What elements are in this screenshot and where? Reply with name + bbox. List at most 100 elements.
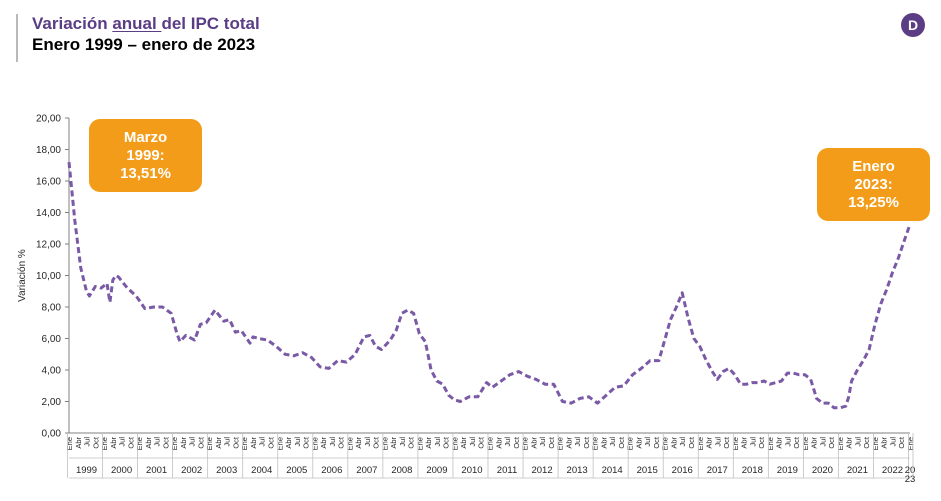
- x-month-tick-label: Ene: [205, 437, 214, 450]
- x-month-tick-label: Oct: [196, 436, 205, 449]
- x-month-tick-label: Abr: [529, 436, 538, 448]
- x-year-label: 2010: [461, 465, 482, 476]
- x-month-tick-label: Abr: [249, 436, 258, 448]
- x-year-label: 2021: [847, 465, 868, 476]
- x-month-tick-label: Abr: [564, 436, 573, 448]
- x-month-tick-label: Ene: [556, 437, 565, 450]
- x-month-tick-label: Jul: [328, 437, 337, 447]
- x-month-tick-label: Oct: [477, 436, 486, 449]
- x-month-tick-label: Abr: [144, 436, 153, 448]
- x-year-label: 2011: [497, 465, 517, 476]
- annotation-enero-2023: Enero 2023: 13,25%: [817, 148, 930, 221]
- x-month-tick-label: Abr: [845, 436, 854, 448]
- chart-title-underlined: anual: [112, 14, 162, 33]
- x-month-tick-label: Ene: [661, 437, 670, 450]
- y-tick-label: 0,00: [42, 429, 62, 440]
- x-month-tick-label: Oct: [512, 436, 521, 449]
- x-month-tick-label: Abr: [179, 436, 188, 448]
- x-month-tick-label: Jul: [608, 437, 617, 447]
- x-month-tick-label: Jul: [503, 437, 512, 447]
- x-month-tick-label: Ene: [310, 437, 319, 450]
- x-month-tick-label: Jul: [783, 437, 792, 447]
- x-month-tick-label: Ene: [836, 437, 845, 450]
- x-month-tick-label: Ene: [345, 437, 354, 450]
- y-tick-label: 14,00: [36, 208, 61, 219]
- x-month-tick-label: Oct: [617, 436, 626, 449]
- x-month-tick-label: Oct: [547, 436, 556, 449]
- x-month-tick-label: Abr: [634, 436, 643, 448]
- x-month-tick-label: Jul: [258, 437, 267, 447]
- x-month-tick-label: Abr: [389, 436, 398, 448]
- x-year-label: 2016: [672, 465, 693, 476]
- annotation-marzo-1999: Marzo 1999: 13,51%: [89, 119, 202, 192]
- x-month-tick-label: Ene: [486, 437, 495, 450]
- x-year-label: 2015: [637, 465, 658, 476]
- y-tick-label: 4,00: [42, 366, 62, 377]
- x-year-label: 2012: [531, 465, 552, 476]
- x-year-label: 2017: [707, 465, 728, 476]
- x-month-tick-label: Abr: [354, 436, 363, 448]
- series-line-ipc: [67, 161, 912, 410]
- x-month-tick-label: Abr: [109, 436, 118, 448]
- x-month-tick-label: Ene: [170, 437, 179, 450]
- x-month-tick-label: Oct: [407, 436, 416, 449]
- x-month-tick-label: Abr: [740, 436, 749, 448]
- y-tick-label: 2,00: [42, 397, 62, 408]
- x-month-tick-label: Jul: [118, 437, 127, 447]
- x-month-tick-label: Jul: [748, 437, 757, 447]
- x-month-tick-label: Ene: [626, 437, 635, 450]
- x-month-tick-label: Ene: [591, 437, 600, 450]
- x-month-tick-label: Abr: [599, 436, 608, 448]
- x-month-tick-label: Oct: [91, 436, 100, 449]
- x-month-tick-label: Ene: [450, 437, 459, 450]
- x-month-tick-label: Oct: [302, 436, 311, 449]
- x-month-tick-label: Abr: [810, 436, 819, 448]
- x-month-tick-label: Jul: [678, 437, 687, 447]
- x-month-tick-label: Ene: [380, 437, 389, 450]
- x-year-label: 2020: [812, 465, 833, 476]
- x-year-label: 2009: [426, 465, 447, 476]
- x-month-tick-label: Jul: [153, 437, 162, 447]
- x-month-tick-label: Ene: [906, 437, 915, 450]
- y-tick-label: 18,00: [36, 145, 61, 156]
- x-month-tick-label: Jul: [538, 437, 547, 447]
- x-year-label: 2019: [777, 465, 798, 476]
- x-month-tick-label: Oct: [582, 436, 591, 449]
- chart-title-pre: Variación: [32, 14, 113, 33]
- x-month-tick-label: Jul: [363, 437, 372, 447]
- chart-header: Variación anual del IPC total Enero 1999…: [16, 14, 260, 62]
- y-tick-label: 12,00: [36, 240, 61, 251]
- y-tick-label: 10,00: [36, 271, 61, 282]
- y-tick-label: 16,00: [36, 177, 61, 188]
- x-month-tick-label: Oct: [652, 436, 661, 449]
- annotation-line: 2023:: [854, 175, 893, 193]
- x-month-tick-label: Oct: [757, 436, 766, 449]
- x-month-tick-label: Abr: [319, 436, 328, 448]
- x-month-tick-label: Oct: [372, 436, 381, 449]
- annotation-line: 13,25%: [848, 193, 899, 211]
- annotation-line: 1999:: [126, 146, 165, 164]
- x-month-tick-label: Oct: [827, 436, 836, 449]
- x-month-tick-label: Jul: [713, 437, 722, 447]
- chart-title-post: del IPC total: [161, 14, 260, 33]
- x-year-label: 23: [905, 474, 916, 485]
- x-month-tick-label: Ene: [275, 437, 284, 450]
- x-month-tick-label: Oct: [161, 436, 170, 449]
- x-year-label: 2001: [146, 465, 167, 476]
- x-month-tick-label: Oct: [862, 436, 871, 449]
- x-month-tick-label: Oct: [722, 436, 731, 449]
- y-tick-label: 6,00: [42, 334, 62, 345]
- x-month-tick-label: Abr: [775, 436, 784, 448]
- x-year-label: 2005: [286, 465, 307, 476]
- x-month-tick-label: Abr: [880, 436, 889, 448]
- x-year-label: 2008: [391, 465, 412, 476]
- x-month-tick-label: Ene: [240, 437, 249, 450]
- x-month-tick-label: Jul: [433, 437, 442, 447]
- x-year-label: 2003: [216, 465, 237, 476]
- y-tick-label: 8,00: [42, 303, 62, 314]
- x-year-label: 2007: [356, 465, 377, 476]
- x-year-label: 2018: [742, 465, 763, 476]
- chart-subtitle: Enero 1999 – enero de 2023: [32, 35, 256, 54]
- x-month-tick-label: Jul: [853, 437, 862, 447]
